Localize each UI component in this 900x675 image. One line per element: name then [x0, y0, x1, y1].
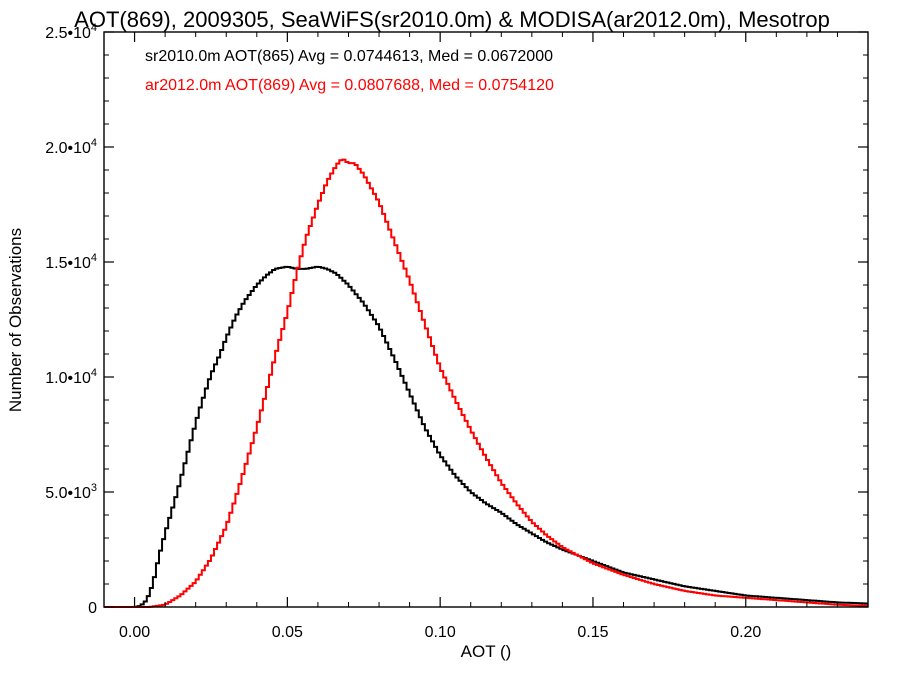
- y-tick-label: 0: [88, 600, 97, 617]
- y-tick-label: 5.0•103: [45, 482, 97, 502]
- legend-entry-sr2010: sr2010.0m AOT(865) Avg = 0.0744613, Med …: [145, 48, 553, 65]
- series-0-line: [104, 265, 868, 608]
- y-tick-label: 1.5•104: [45, 252, 97, 272]
- y-tick-label: 1.0•104: [45, 367, 97, 387]
- x-tick-label: 0.15: [577, 624, 608, 641]
- y-tick-label: 2.0•104: [45, 137, 97, 157]
- series-layer: [104, 158, 868, 608]
- x-tick-label: 0.10: [425, 624, 456, 641]
- series-1-line: [104, 158, 868, 608]
- x-axis-ticks: 0.00 0.05 0.10 0.15 0.20: [119, 32, 869, 641]
- x-axis-label: AOT (): [461, 642, 512, 661]
- legend-entry-ar2012: ar2012.0m AOT(869) Avg = 0.0807688, Med …: [145, 77, 554, 94]
- x-tick-label: 0.00: [119, 624, 150, 641]
- x-tick-label: 0.05: [272, 624, 303, 641]
- chart-title: AOT(869), 2009305, SeaWiFS(sr2010.0m) & …: [74, 7, 830, 32]
- y-axis-ticks: 0 5.0•103 1.0•104 1.5•104 2.0•104 2.5•104: [45, 22, 868, 617]
- plot-frame: [103, 31, 869, 608]
- x-tick-label: 0.20: [730, 624, 761, 641]
- y-axis-label: Number of Observations: [6, 228, 25, 412]
- y-tick-label: 2.5•104: [45, 22, 97, 42]
